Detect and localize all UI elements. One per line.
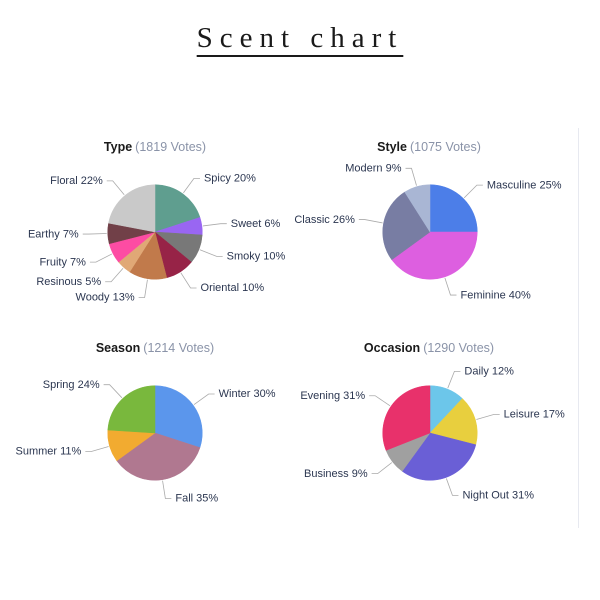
svg-text:Woody 13%: Woody 13% [76, 292, 135, 304]
svg-text:Feminine 40%: Feminine 40% [460, 289, 531, 301]
svg-text:Night Out 31%: Night Out 31% [462, 489, 534, 501]
svg-text:Resinous 5%: Resinous 5% [36, 276, 101, 288]
svg-text:Fruity 7%: Fruity 7% [39, 256, 86, 268]
svg-text:Floral 22%: Floral 22% [50, 175, 103, 187]
svg-text:Spring 24%: Spring 24% [43, 379, 100, 391]
svg-text:Oriental 10%: Oriental 10% [201, 282, 265, 294]
svg-text:Business 9%: Business 9% [304, 468, 368, 480]
svg-text:Classic 26%: Classic 26% [294, 214, 355, 226]
svg-text:Modern 9%: Modern 9% [345, 163, 401, 175]
svg-text:Fall 35%: Fall 35% [175, 492, 218, 504]
svg-text:Sweet 6%: Sweet 6% [231, 218, 281, 230]
svg-text:Daily 12%: Daily 12% [464, 365, 514, 377]
svg-text:Earthy 7%: Earthy 7% [28, 228, 79, 240]
svg-text:Summer 11%: Summer 11% [16, 445, 82, 457]
svg-text:Winter 30%: Winter 30% [219, 388, 276, 400]
svg-text:Leisure 17%: Leisure 17% [503, 408, 564, 420]
svg-text:Smoky 10%: Smoky 10% [227, 251, 286, 263]
svg-text:Spicy 20%: Spicy 20% [204, 173, 256, 185]
svg-text:Masculine 25%: Masculine 25% [486, 179, 561, 191]
svg-text:Evening 31%: Evening 31% [300, 390, 365, 402]
